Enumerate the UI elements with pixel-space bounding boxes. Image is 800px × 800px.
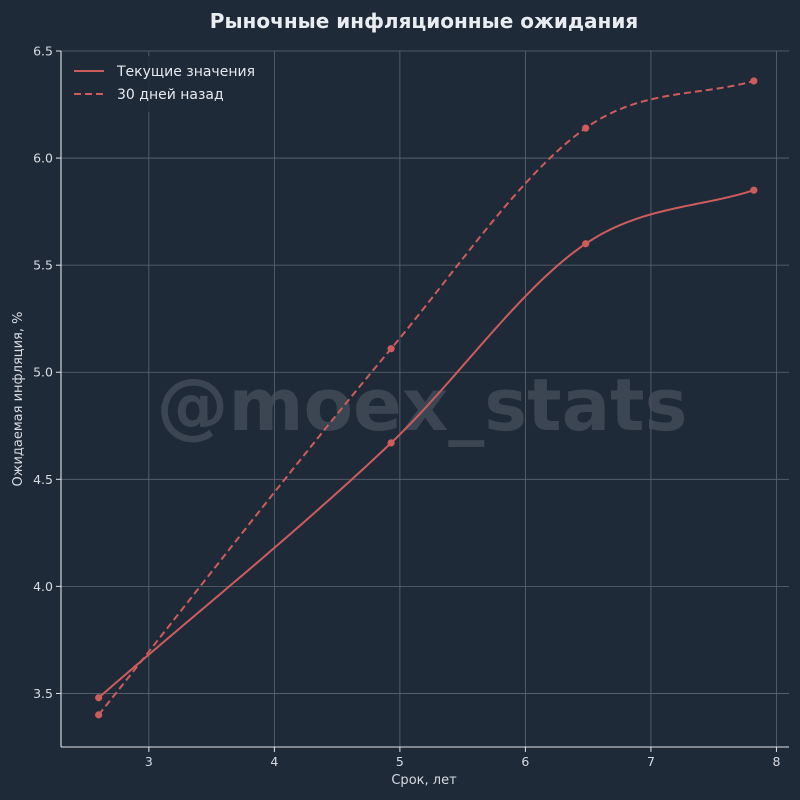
data-point-past [95,711,103,719]
chart-title: Рыночные инфляционные ожидания [210,9,638,33]
x-tick-label: 7 [647,754,655,769]
data-point-current [387,439,395,447]
y-tick-label: 5.0 [33,365,53,380]
axes [56,50,789,752]
data-point-current [750,186,758,194]
y-tick-label: 5.5 [33,258,53,273]
legend: Текущие значения 30 дней назад [66,56,274,112]
watermark-text: @moex_stats [157,363,688,447]
x-tick-label: 5 [396,754,404,769]
x-tick-label: 3 [145,754,153,769]
y-axis-label: Ожидаемая инфляция, % [11,312,26,487]
y-tick-label: 4.5 [33,472,53,487]
data-point-current [582,240,590,248]
data-point-past [387,345,395,353]
legend-label-past: 30 дней назад [117,87,224,103]
y-tick-label: 6.5 [33,44,53,59]
grid-lines [61,50,789,747]
series-line-past [97,80,755,716]
data-point-past [582,124,590,132]
x-tick-label: 6 [521,754,529,769]
y-tick-label: 4.0 [33,579,53,594]
y-tick-label: 3.5 [33,686,53,701]
series-lines [97,80,755,716]
tick-labels: 3 4 5 6 7 8 3.5 4.0 4.5 5.0 5.5 6.0 6.5 [33,44,780,770]
legend-box [66,56,274,112]
series-points [95,77,758,719]
x-axis-label: Срок, лет [391,773,457,788]
series-line-current [98,189,755,699]
data-point-past [750,77,758,85]
y-tick-label: 6.0 [33,151,53,166]
data-point-current [95,694,103,702]
legend-label-current: Текущие значения [116,64,255,80]
x-tick-label: 8 [772,754,780,769]
x-tick-label: 4 [270,754,278,769]
